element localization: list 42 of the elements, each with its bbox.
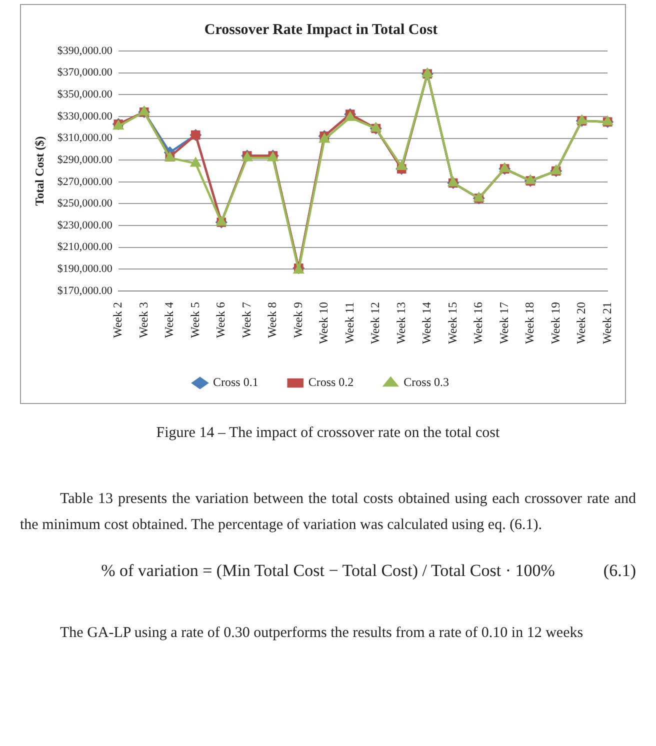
x-tick-label: Week 19 <box>548 302 562 344</box>
y-tick-label: $290,000.00 <box>57 154 113 166</box>
x-tick-label: Week 8 <box>265 302 280 338</box>
x-tick-label: Week 12 <box>368 302 382 344</box>
x-tick-label: Week 11 <box>342 302 356 344</box>
y-tick-label: $170,000.00 <box>57 284 113 297</box>
x-tick-label: Week 3 <box>136 302 150 338</box>
y-tick-label: $190,000.00 <box>57 263 113 276</box>
chart-title: Crossover Rate Impact in Total Cost <box>204 22 438 38</box>
x-tick-label: Week 21 <box>600 302 614 344</box>
y-tick-label: $330,000.00 <box>57 110 113 122</box>
legend-label: Cross 0.2 <box>308 375 354 390</box>
y-tick-label: $310,000.00 <box>57 132 113 144</box>
x-tick-label: Week 9 <box>290 302 305 338</box>
x-tick-label: Week 14 <box>420 302 434 344</box>
legend-label: Cross 0.3 <box>404 375 450 390</box>
y-tick-label: $230,000.00 <box>57 219 113 232</box>
caption: Figure 14 – The impact of crossover rate on the total cost <box>155 424 501 443</box>
x-tick-label: Week 6 <box>214 302 228 338</box>
x-tick-label: Week 10 <box>316 302 331 344</box>
x-tick-label: Week 5 <box>188 302 202 338</box>
caption: Table 13 presents the variation between the total costs obtained using each crossover rate and the minimum cost obtained. The percentage of variation was calculated using eq. (6.1). <box>20 490 636 535</box>
legend-label: Cross 0.1 <box>212 375 258 390</box>
y-axis-title: Total Cost ($) <box>32 136 46 206</box>
y-tick-label: $350,000.00 <box>57 88 113 101</box>
x-tick-label: Week 2 <box>110 302 125 338</box>
text: The GA-LP using a rate of 0.30 outperforms the results from a rate of 0.10 in 12 weeks <box>59 624 584 643</box>
x-tick-label: Week 13 <box>394 302 408 344</box>
y-tick-label: $270,000.00 <box>57 176 113 188</box>
x-tick-label: Week 20 <box>574 302 588 344</box>
x-tick-label: Week 15 <box>445 302 460 344</box>
x-tick-label: Week 16 <box>471 302 486 344</box>
text: % of variation = (Min Total Cost − Total Cost) / Total Cost · 100% <box>101 561 555 580</box>
x-tick-label: Week 18 <box>522 302 537 344</box>
y-tick-label: $210,000.00 <box>57 241 113 254</box>
x-tick-label: Week 7 <box>239 302 254 338</box>
x-tick-label: Week 4 <box>162 302 176 338</box>
x-tick-label: Week 17 <box>496 302 511 344</box>
y-tick-label: $370,000.00 <box>57 66 113 79</box>
text: (6.1) <box>603 560 636 582</box>
y-tick-label: $250,000.00 <box>57 198 113 210</box>
y-tick-label: $390,000.00 <box>57 44 113 57</box>
